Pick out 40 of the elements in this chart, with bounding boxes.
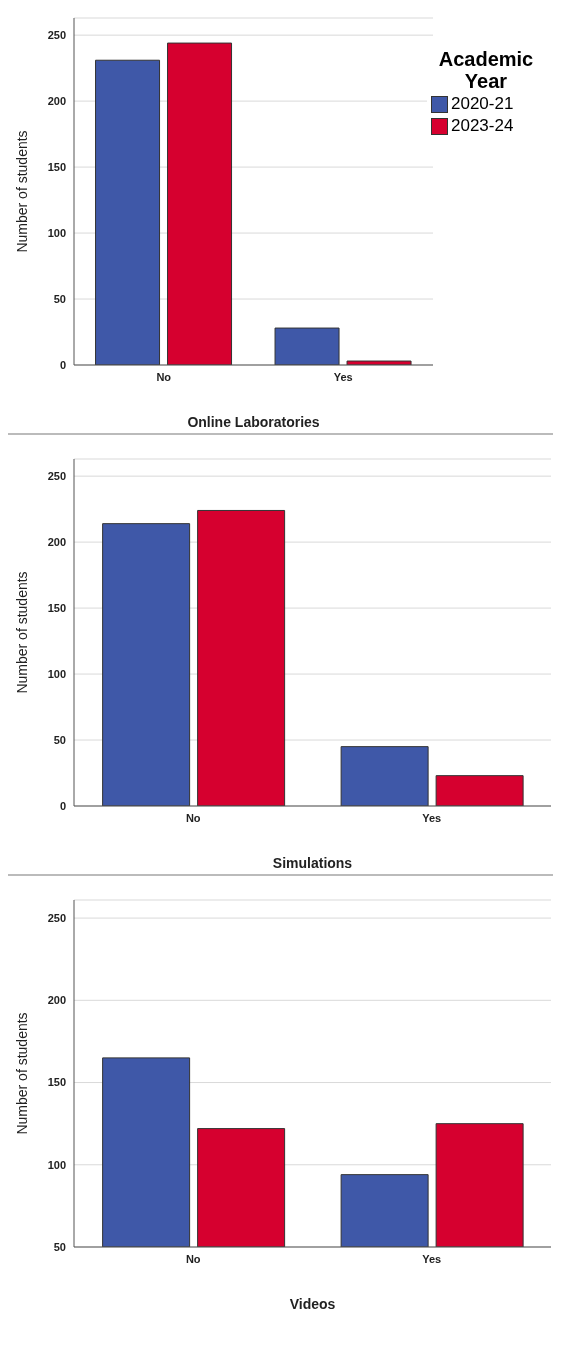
y-tick-label: 50: [53, 292, 66, 305]
y-tick-label: 150: [47, 602, 66, 614]
y-axis-title: Number of students: [13, 1012, 30, 1135]
y-tick-label: 50: [53, 1240, 66, 1253]
y-tick-label: 250: [47, 912, 66, 924]
y-tick-label: 50: [53, 733, 66, 746]
bar: [274, 327, 340, 365]
x-tick-label: Yes: [422, 811, 442, 824]
bar: [102, 523, 191, 806]
bar: [197, 509, 286, 806]
y-tick-label: 150: [47, 161, 66, 173]
legend-label: 2023-24: [451, 116, 514, 136]
y-tick-label: 100: [47, 1158, 66, 1171]
x-axis-title: Simulations: [272, 855, 353, 871]
x-tick-label: No: [185, 1252, 201, 1265]
y-tick-label: 100: [47, 226, 66, 239]
x-axis-title: Online Laboratories: [187, 414, 320, 430]
y-tick-label: 250: [47, 29, 66, 42]
bar: [435, 775, 524, 806]
y-tick-label: 200: [47, 994, 66, 1007]
bar: [340, 746, 429, 806]
legend-label: 2020-21: [451, 94, 514, 114]
x-tick-label: Yes: [333, 370, 353, 383]
y-tick-label: 200: [47, 95, 66, 108]
y-tick-label: 150: [47, 1076, 66, 1089]
legend-title: Academic Year: [437, 48, 535, 92]
bar: [167, 42, 233, 365]
x-tick-label: No: [156, 370, 172, 383]
y-axis-title: Number of students: [13, 571, 30, 694]
y-tick-label: 200: [47, 536, 66, 549]
bar: [346, 360, 412, 365]
y-tick-label: 0: [59, 799, 66, 812]
y-tick-label: 0: [59, 358, 66, 371]
y-tick-label: 100: [47, 667, 66, 680]
y-axis-title: Number of students: [13, 130, 30, 253]
x-axis-title: Videos: [289, 1296, 336, 1312]
bar: [95, 59, 161, 365]
y-tick-label: 250: [47, 470, 66, 483]
x-tick-label: No: [185, 811, 201, 824]
x-tick-label: Yes: [422, 1252, 442, 1265]
